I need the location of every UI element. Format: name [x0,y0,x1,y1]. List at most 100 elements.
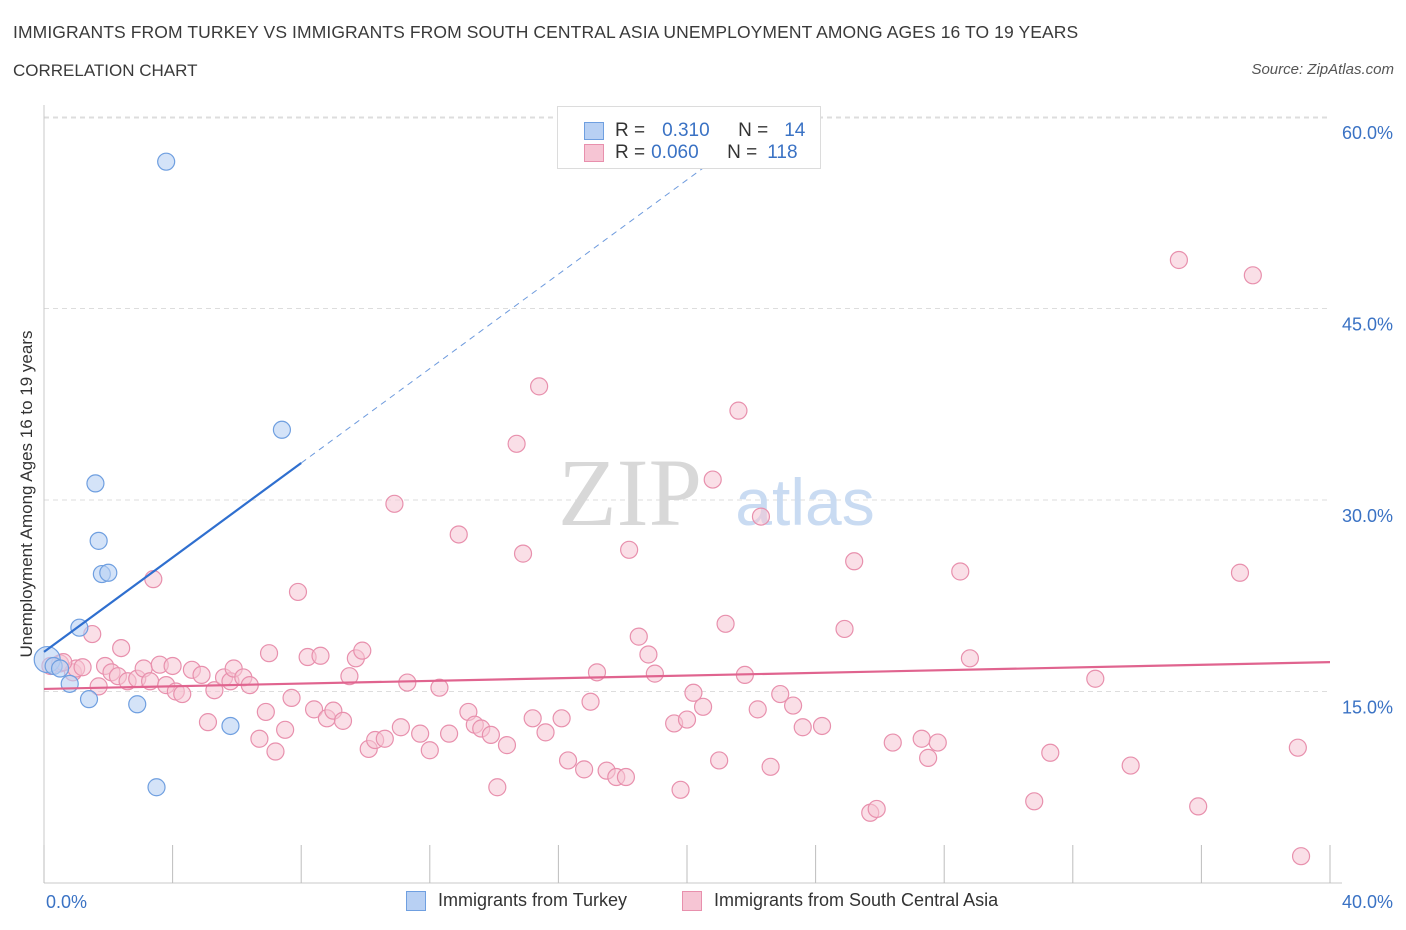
sca-point [703,470,722,489]
sca-point [671,780,690,799]
turkey-trend-extension [300,167,704,464]
sca-point [1025,792,1044,811]
sca-point [960,649,980,668]
sca-point [845,552,864,571]
turkey-point [60,674,79,693]
sca-point [259,644,279,663]
sca-point [684,683,703,702]
sca-point [575,760,594,779]
sca-point [266,742,285,761]
sca-point [581,692,600,711]
tick-labels: 15.0% 30.0% 45.0% 60.0% 0.0% 40.0% [46,123,1393,912]
sca-point [629,627,648,646]
sca-point [951,562,970,581]
n-value: 118 [767,142,798,163]
sca-point [411,724,430,743]
sca-point [1243,266,1262,285]
sca-point [481,725,500,745]
sca-point [677,710,697,729]
x-tick-label: 0.0% [46,892,87,912]
sca-point [867,799,886,819]
sca-point [192,665,211,685]
y-tick-label: 15.0% [1342,698,1393,718]
sca-point [353,641,372,660]
sca-point [385,494,404,513]
sca-point [729,401,748,420]
sca-point [513,544,533,563]
turkey-point [147,778,166,797]
y-tick-label: 30.0% [1342,506,1393,526]
turkey-trend-line [43,462,302,653]
sca-point [1086,669,1105,688]
watermark-zip: ZIP [558,439,702,546]
sca-point [198,713,218,732]
sca-point [250,729,269,748]
sca-point [497,736,517,755]
turkey-point [128,695,147,714]
axes [43,105,1342,884]
sca-point [536,723,555,742]
n-value: 14 [784,120,806,141]
sca-point [761,757,780,776]
sca-point [1041,743,1060,762]
sca-point [420,741,439,760]
legend-row-sca: R = 0.060 N = 118 [584,141,798,165]
sca-point [73,658,92,677]
sca-point [288,582,308,602]
legend-swatch-turkey [584,122,604,140]
sca-point [552,709,571,728]
zipatlas-watermark: ZIP atlas [558,439,875,546]
sca-point [488,778,507,797]
sca-point [616,767,636,787]
turkey-point [50,659,70,678]
sca-trend-line [43,661,1331,691]
turkey-point [99,563,118,582]
r-label: R = [615,120,646,141]
sca-point [1169,250,1188,270]
sca-point [430,678,449,697]
turkey-point [221,716,240,736]
sca-point [928,733,947,752]
source-credit: Source: ZipAtlas.com [1251,61,1394,78]
series-south-central-asia [41,250,1311,866]
sca-point [449,525,468,544]
sca-point [751,507,771,526]
sca-point [716,614,735,633]
r-value: 0.310 [662,120,710,141]
sca-point [391,718,410,737]
sca-point [771,684,790,704]
turkey-point [86,474,105,493]
legend-label-sca: Immigrants from South Central Asia [714,890,999,910]
sca-point [919,748,938,767]
sca-point [112,638,131,658]
correlation-legend: R = 0.310 N = 14 R = 0.060 N = 118 [557,106,821,169]
sca-point [173,684,192,704]
legend-swatch-sca [682,890,702,911]
sca-point [1189,797,1208,816]
turkey-point [79,690,99,709]
sca-point [439,724,459,743]
r-label: R = [615,142,646,163]
sca-point [835,619,854,639]
sca-point [693,697,713,716]
y-tick-label: 45.0% [1342,315,1393,335]
n-label: N = [738,120,769,141]
series-legend: Immigrants from Turkey Immigrants from S… [0,890,1406,916]
sca-point [256,702,275,722]
y-tick-label: 60.0% [1342,123,1393,143]
x-tick-label: 40.0% [1342,892,1393,912]
sca-point [710,751,729,770]
legend-item-sca: Immigrants from South Central Asia [682,890,998,911]
legend-row-turkey: R = 0.310 N = 14 [584,119,805,143]
turkey-point [89,531,108,550]
sca-point [340,667,359,686]
sca-point [304,700,324,719]
legend-label-turkey: Immigrants from Turkey [438,890,628,910]
sca-point [89,677,108,696]
sca-point [530,377,549,396]
legend-swatch-turkey [406,890,426,911]
turkey-point [272,420,292,439]
sca-point [144,570,163,589]
chart-subtitle: CORRELATION CHART [13,61,198,80]
sca-point [620,540,639,559]
